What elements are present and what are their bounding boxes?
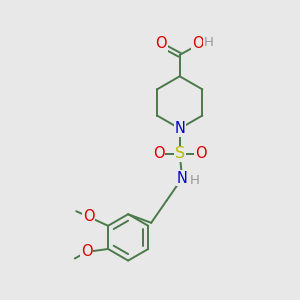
Text: H: H (204, 36, 214, 49)
Text: O: O (195, 146, 206, 161)
Text: O: O (192, 36, 204, 51)
Text: S: S (175, 146, 185, 161)
Text: O: O (81, 244, 92, 260)
Text: N: N (177, 171, 188, 186)
Text: N: N (174, 121, 185, 136)
Text: H: H (190, 173, 200, 187)
Text: O: O (153, 146, 165, 161)
Text: O: O (155, 36, 167, 51)
Text: O: O (83, 209, 94, 224)
